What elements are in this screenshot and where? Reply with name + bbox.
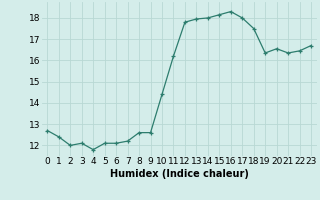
X-axis label: Humidex (Indice chaleur): Humidex (Indice chaleur) [110, 169, 249, 179]
